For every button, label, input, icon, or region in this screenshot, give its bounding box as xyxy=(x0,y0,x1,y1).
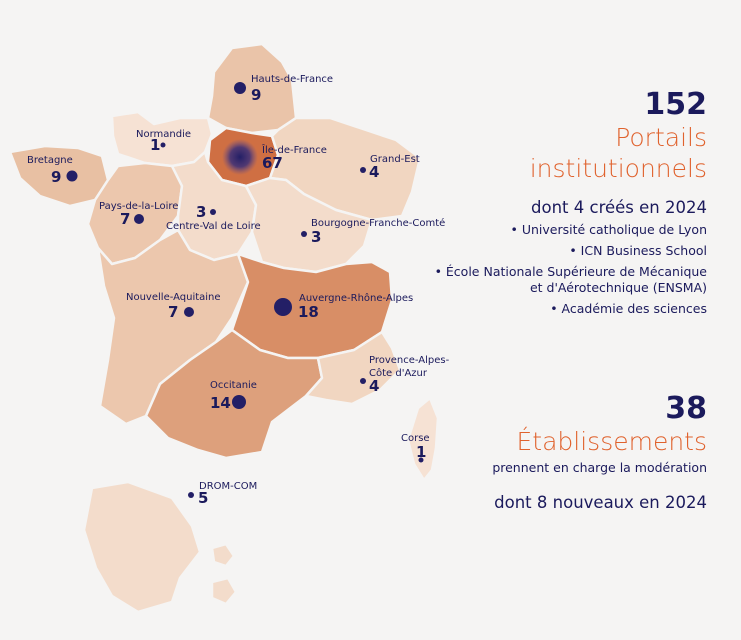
count-ile-de-france: 67 xyxy=(262,154,283,172)
label-drom-com: DROM-COM xyxy=(199,481,257,492)
label-paca-line2: Côte d'Azur xyxy=(369,367,428,379)
count-bretagne: 9 xyxy=(51,168,61,186)
region-corse[interactable] xyxy=(406,396,440,482)
portails-created: dont 4 créés en 2024 xyxy=(531,198,707,217)
portails-panel: 152 Portails institutionnels dont 4 créé… xyxy=(435,90,707,317)
count-bourgogne-franche-comte: 3 xyxy=(311,228,321,246)
label-auvergne-rhone-alpes: Auvergne-Rhône-Alpes xyxy=(299,292,413,304)
etablissements-label: Établissements xyxy=(516,427,707,456)
count-pays-de-la-loire: 7 xyxy=(120,210,130,228)
label-nouvelle-aquitaine: Nouvelle-Aquitaine xyxy=(126,292,221,303)
label-bretagne: Bretagne xyxy=(27,155,73,166)
label-occitanie: Occitanie xyxy=(210,380,257,391)
count-grand-est: 4 xyxy=(369,163,379,181)
region-nouvelle-aquitaine[interactable] xyxy=(96,228,250,426)
count-auvergne-rhone-alpes: 18 xyxy=(298,303,319,321)
label-hauts-de-france: Hauts-de-France xyxy=(251,74,333,85)
marker-bretagne[interactable] xyxy=(66,170,78,182)
region-drom-com-islands xyxy=(210,542,238,606)
marker-pays-de-la-loire[interactable] xyxy=(134,214,144,224)
marker-centre-val-de-loire[interactable] xyxy=(210,209,216,215)
count-normandie: 1 xyxy=(150,136,160,154)
marker-normandie[interactable] xyxy=(160,142,166,148)
portail-item: • Université catholique de Lyon xyxy=(510,222,707,237)
label-grand-est: Grand-Est xyxy=(370,154,420,165)
count-corse: 1 xyxy=(416,443,426,461)
label-normandie: Normandie xyxy=(136,129,191,140)
count-centre-val-de-loire: 3 xyxy=(196,203,206,221)
marker-drom-com[interactable] xyxy=(188,492,194,498)
region-drom-com[interactable] xyxy=(82,480,202,614)
marker-auvergne-rhone-alpes[interactable] xyxy=(274,298,292,316)
count-provence-alpes-cote-azur: 4 xyxy=(369,377,379,395)
portails-list: • Université catholique de Lyon • ICN Bu… xyxy=(435,222,707,317)
etablissements-desc: prennent en charge la modération xyxy=(492,460,707,475)
region-bourgogne-franche-comte[interactable] xyxy=(244,176,374,274)
label-corse: Corse xyxy=(401,433,430,444)
etablissements-count: 38 xyxy=(665,391,707,426)
marker-provence-alpes-cote-azur[interactable] xyxy=(360,378,366,384)
label-ile-de-france: Île-de-France xyxy=(261,143,327,156)
count-occitanie: 14 xyxy=(210,394,231,412)
portail-item-line2: et d'Aérotechnique (ENSMA) xyxy=(529,280,707,295)
portail-item: • Académie des sciences xyxy=(550,301,707,316)
label-paca-line1: Provence-Alpes- xyxy=(369,355,450,366)
count-drom-com: 5 xyxy=(198,489,208,507)
portail-item-line1: • École Nationale Supérieure de Mécaniqu… xyxy=(434,264,707,279)
marker-corse[interactable] xyxy=(418,457,424,463)
marker-nouvelle-aquitaine[interactable] xyxy=(184,307,194,317)
etablissements-new: dont 8 nouveaux en 2024 xyxy=(494,493,707,512)
marker-bourgogne-franche-comte[interactable] xyxy=(301,231,307,237)
label-centre-val-de-loire: Centre-Val de Loire xyxy=(166,221,261,232)
count-nouvelle-aquitaine: 7 xyxy=(168,303,178,321)
label-bourgogne-franche-comte: Bourgogne-Franche-Comté xyxy=(311,217,445,229)
portails-label-line1: Portails xyxy=(615,123,707,152)
portail-item: • École Nationale Supérieure de Mécaniqu… xyxy=(435,264,707,296)
portails-label-line2: institutionnels xyxy=(529,154,707,183)
marker-occitanie[interactable] xyxy=(232,395,246,409)
region-provence-alpes-cote-azur[interactable] xyxy=(304,330,402,406)
portail-item: • ICN Business School xyxy=(569,243,707,258)
ile-de-france-glow-marker xyxy=(222,139,258,175)
label-pays-de-la-loire: Pays-de-la-Loire xyxy=(99,201,178,212)
portails-count: 152 xyxy=(644,87,707,122)
marker-hauts-de-france[interactable] xyxy=(234,82,246,94)
etablissements-panel: 38 Établissements prennent en charge la … xyxy=(492,391,707,513)
count-hauts-de-france: 9 xyxy=(251,86,261,104)
marker-grand-est[interactable] xyxy=(360,167,366,173)
